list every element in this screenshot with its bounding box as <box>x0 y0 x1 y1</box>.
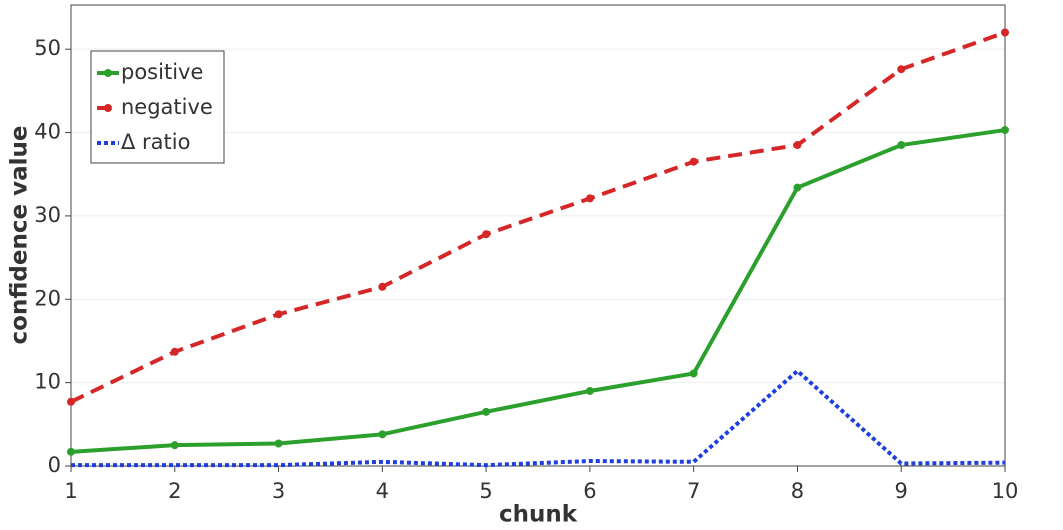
x-tick-label: 9 <box>895 479 908 503</box>
series-marker <box>67 447 75 456</box>
y-tick-label: 40 <box>34 120 61 144</box>
x-tick-label: 5 <box>479 479 492 503</box>
series-marker <box>1001 28 1009 37</box>
x-tick-label: 3 <box>272 479 285 503</box>
x-tick-label: 7 <box>687 479 700 503</box>
x-tick-label: 1 <box>64 479 77 503</box>
series-marker <box>897 65 906 74</box>
x-tick-label: 10 <box>992 479 1019 503</box>
series-marker <box>170 347 179 356</box>
y-tick-label: 30 <box>34 203 61 227</box>
series-marker <box>585 194 594 203</box>
x-tick-label: 8 <box>791 479 804 503</box>
series-marker <box>689 157 698 166</box>
series-marker <box>378 282 387 291</box>
y-tick-label: 50 <box>34 36 61 60</box>
series-line <box>70 128 1006 454</box>
legend-marker <box>104 104 112 112</box>
series-marker <box>585 386 594 395</box>
y-tick-label: 10 <box>34 370 61 394</box>
series-marker <box>170 441 179 450</box>
series-marker <box>482 407 491 416</box>
series-marker <box>482 230 491 239</box>
legend-label: Δ ratio <box>121 130 190 154</box>
series-marker <box>274 439 283 448</box>
y-tick-label: 20 <box>34 286 61 310</box>
series-marker <box>274 310 283 319</box>
y-axis-title: confidence value <box>7 126 33 345</box>
x-tick-label: 6 <box>583 479 596 503</box>
series-marker <box>793 183 802 192</box>
series-line <box>70 30 1006 404</box>
series-line <box>71 368 1006 468</box>
legend-label: positive <box>121 60 203 84</box>
x-tick-label: 4 <box>376 479 389 503</box>
series-marker <box>689 369 698 378</box>
series-marker <box>1001 126 1009 135</box>
series-marker <box>897 141 906 150</box>
plot-frame <box>70 4 1006 467</box>
y-tick-label: 0 <box>48 453 61 477</box>
x-tick-label: 2 <box>168 479 181 503</box>
series-marker <box>67 397 75 406</box>
legend-marker <box>104 69 112 77</box>
series-marker <box>793 141 802 150</box>
series-marker <box>378 430 387 439</box>
x-axis-title: chunk <box>499 502 578 528</box>
legend-label: negative <box>121 95 213 119</box>
